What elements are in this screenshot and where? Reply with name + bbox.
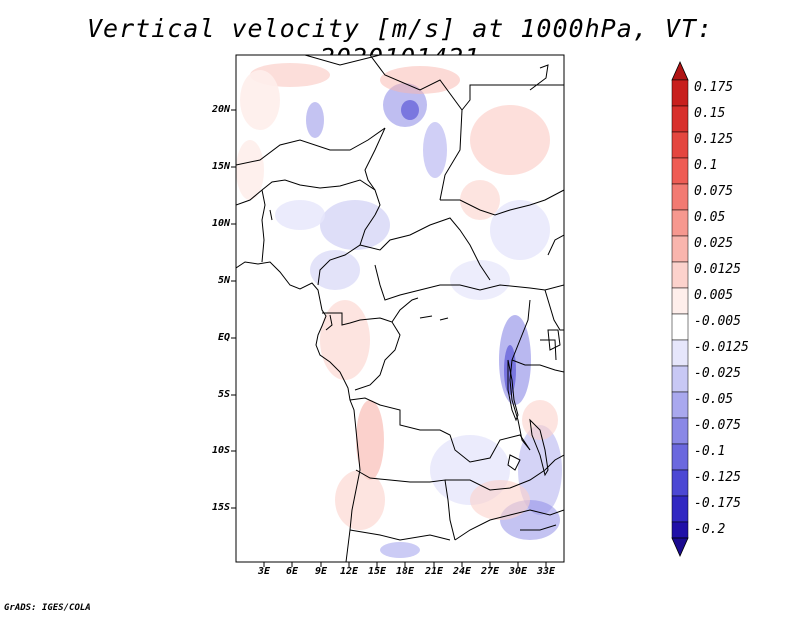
- colorbar-label: -0.125: [694, 470, 741, 485]
- colorbar-label: 0.025: [694, 236, 734, 251]
- colorbar-label: -0.1: [694, 444, 726, 459]
- colorbar-swatch: [671, 209, 689, 237]
- lat-label: 10S: [211, 445, 230, 456]
- colorbar-swatch: [671, 521, 689, 539]
- country-borders: [236, 55, 564, 562]
- colorbar-swatch: [671, 287, 689, 315]
- lat-label: 10N: [211, 218, 230, 229]
- colorbar-swatch: [671, 469, 689, 497]
- lon-label: 6E: [285, 566, 299, 577]
- coastline: [236, 261, 361, 562]
- colorbar-label: -0.05: [694, 392, 734, 407]
- colorbar-swatch: [671, 365, 689, 393]
- lon-label: 15E: [367, 566, 387, 577]
- lon-label: 9E: [314, 566, 328, 577]
- colorbar-swatch: [671, 339, 689, 367]
- colorbar-label: -0.075: [694, 418, 741, 433]
- colorbar-swatch: [671, 313, 689, 341]
- lon-label: 21E: [424, 566, 444, 577]
- colorbar-swatch: [671, 391, 689, 419]
- colorbar: [671, 61, 689, 557]
- colorbar-label: 0.1: [694, 158, 718, 173]
- colorbar-swatch: [671, 261, 689, 289]
- axis-ticks: [231, 109, 547, 567]
- lat-label: 5S: [217, 389, 230, 400]
- lon-label: 24E: [452, 566, 472, 577]
- colorbar-swatch: [671, 157, 689, 185]
- map-frame: [235, 54, 565, 563]
- colorbar-label: -0.2: [694, 522, 726, 537]
- colorbar-label: 0.175: [694, 80, 734, 95]
- colorbar-swatch: [671, 105, 689, 133]
- credit-footer: GrADS: IGES/COLA: [4, 603, 91, 613]
- lon-label: 27E: [480, 566, 500, 577]
- lat-label: 15S: [211, 502, 230, 513]
- colorbar-label: 0.0125: [694, 262, 741, 277]
- lon-label: 12E: [339, 566, 359, 577]
- colorbar-label: 0.05: [694, 210, 726, 225]
- lon-label: 3E: [257, 566, 271, 577]
- lat-label: EQ: [217, 332, 230, 343]
- lon-label: 33E: [536, 566, 556, 577]
- velocity-shading: [236, 63, 562, 558]
- colorbar-swatch: [671, 79, 689, 107]
- colorbar-label: 0.005: [694, 288, 734, 303]
- lon-label: 18E: [395, 566, 415, 577]
- colorbar-label: -0.175: [694, 496, 741, 511]
- lat-label: 5N: [217, 275, 230, 286]
- colorbar-label: 0.075: [694, 184, 734, 199]
- colorbar-swatch: [671, 131, 689, 159]
- colorbar-swatch: [671, 417, 689, 445]
- colorbar-label: -0.0125: [694, 340, 749, 355]
- colorbar-label: -0.025: [694, 366, 741, 381]
- colorbar-upper-arrow: [671, 61, 689, 81]
- lat-label: 20N: [211, 104, 230, 115]
- lat-label: 15N: [211, 161, 230, 172]
- colorbar-swatch: [671, 443, 689, 471]
- colorbar-swatch: [671, 495, 689, 523]
- colorbar-lower-arrow: [671, 537, 689, 557]
- colorbar-label: 0.15: [694, 106, 726, 121]
- colorbar-label: -0.005: [694, 314, 741, 329]
- colorbar-label: 0.125: [694, 132, 734, 147]
- lon-label: 30E: [508, 566, 528, 577]
- colorbar-swatch: [671, 183, 689, 211]
- colorbar-swatch: [671, 235, 689, 263]
